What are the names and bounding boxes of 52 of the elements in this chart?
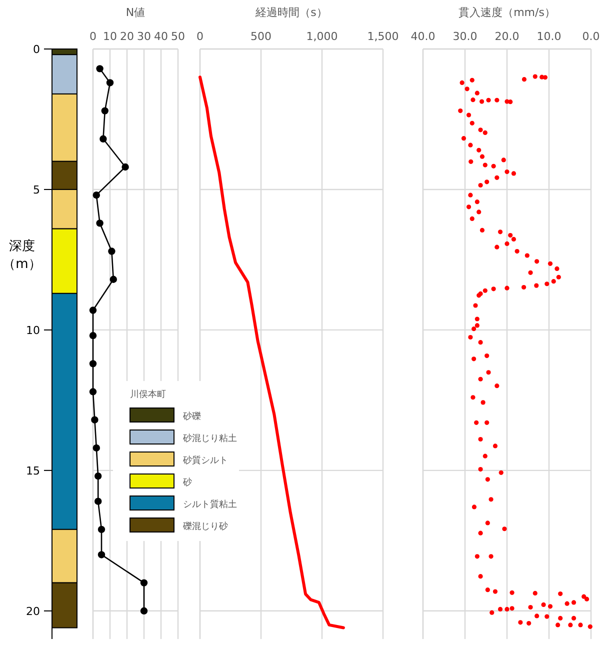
- point: [96, 65, 104, 72]
- point: [140, 607, 148, 615]
- point: [92, 444, 100, 452]
- legend-label: 砂混じり粘土: [182, 433, 237, 444]
- x-tick-label: 30.0: [452, 30, 478, 43]
- x-axis-title: 貫入速度（mm/s）: [458, 6, 556, 19]
- y-tick-label: 15: [26, 464, 40, 478]
- point: [110, 276, 117, 283]
- legend-label: 砂質シルト: [182, 455, 228, 466]
- x-tick-label: 0.0: [582, 30, 600, 43]
- legend-label: 礫混じり砂: [182, 521, 228, 532]
- point: [89, 388, 97, 396]
- x-tick-label: 1,500: [367, 30, 399, 43]
- point: [96, 220, 104, 227]
- x-tick-label: 0: [90, 30, 96, 43]
- point: [98, 551, 106, 558]
- y-axis-title: 深度（m）: [2, 238, 42, 272]
- x-tick-label: 0: [196, 30, 204, 43]
- point: [89, 306, 97, 314]
- legend-label: シルト質粘土: [183, 499, 237, 510]
- legend-label: 砂礫: [182, 411, 201, 422]
- point: [94, 498, 102, 505]
- legend-title: 川俣本町: [130, 389, 166, 400]
- legend-label: 砂: [182, 477, 192, 488]
- x-tick-label: 50: [171, 30, 185, 43]
- point: [89, 332, 97, 340]
- x-tick-label: 10: [103, 30, 117, 43]
- point: [92, 191, 100, 199]
- x-tick-label: 1,000: [306, 30, 338, 43]
- y-tick-label: 5: [33, 183, 40, 196]
- x-tick-label: 30: [137, 30, 151, 43]
- point: [89, 360, 97, 368]
- x-axis-title: N値: [126, 6, 146, 19]
- point: [140, 579, 148, 586]
- x-tick-label: 500: [250, 30, 272, 43]
- x-tick-label: 10.0: [536, 30, 562, 43]
- x-tick-label: 20.0: [494, 30, 520, 43]
- x-tick-label: 20: [120, 30, 134, 43]
- point: [98, 526, 106, 534]
- point: [101, 107, 108, 114]
- x-axis-title: 経過時間（s）: [254, 6, 328, 19]
- point: [94, 472, 102, 480]
- y-tick-label: 10: [26, 324, 40, 337]
- point: [91, 416, 98, 424]
- point: [122, 163, 129, 171]
- x-tick-label: 40.0: [410, 30, 436, 43]
- x-tick-label: 40: [154, 30, 168, 43]
- y-tick-label: 20: [26, 604, 40, 618]
- y-tick-label: 0: [33, 43, 40, 56]
- point: [108, 248, 116, 255]
- point: [106, 79, 114, 86]
- point: [100, 135, 107, 143]
